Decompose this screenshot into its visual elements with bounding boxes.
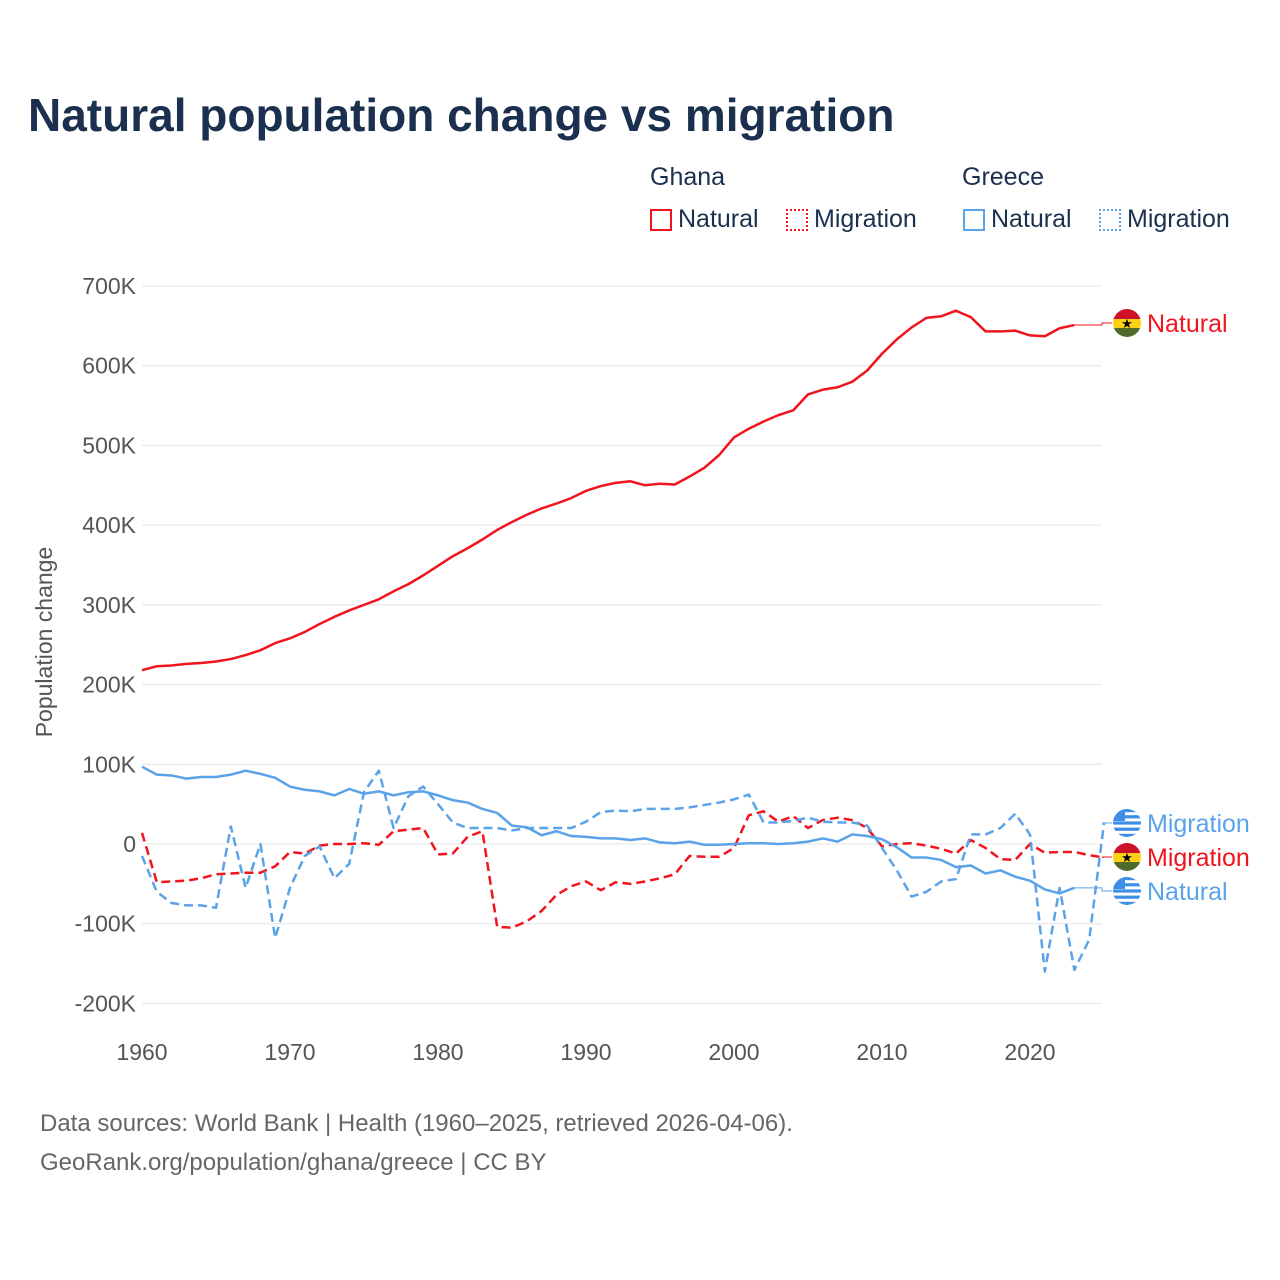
x-tick-label: 1970 — [264, 1039, 315, 1065]
legend-swatch — [963, 208, 985, 231]
series-end-label: Migration — [1147, 810, 1250, 838]
legend-greece-natural[interactable]: Natural — [963, 205, 1072, 234]
x-tick-label: 2020 — [1004, 1039, 1055, 1065]
y-tick-label: 500K — [82, 432, 136, 458]
x-tick-label: 2010 — [856, 1039, 907, 1065]
legend-swatch — [650, 208, 672, 231]
series-greece-migration[interactable] — [140, 769, 1106, 973]
y-tick-label: 200K — [82, 672, 136, 698]
y-tick-label: 0 — [123, 831, 136, 857]
x-tick-label: 1960 — [116, 1039, 167, 1065]
y-tick-label: 300K — [82, 592, 136, 618]
legend-group-ghana: Ghana — [650, 163, 726, 191]
series-end-label: Natural — [1147, 310, 1228, 338]
legend-label: Migration — [1127, 205, 1230, 233]
footer-sources: Data sources: World Bank | Health (1960–… — [40, 1110, 793, 1137]
greece-flag-icon — [1113, 877, 1141, 905]
legend-swatch — [786, 208, 808, 231]
legend-label: Natural — [991, 205, 1072, 233]
series-end-label: Migration — [1147, 844, 1250, 872]
series-ghana-migration[interactable] — [140, 810, 1105, 929]
series-end-label: Natural — [1147, 878, 1228, 906]
series-greece-natural[interactable] — [141, 765, 1075, 895]
label-connector — [1074, 887, 1112, 892]
legend-label: Natural — [678, 205, 759, 233]
x-tick-label: 1990 — [560, 1039, 611, 1065]
y-axis-label: Population change — [31, 547, 57, 738]
series-ghana-natural[interactable] — [141, 309, 1075, 672]
svg-text:★: ★ — [1121, 850, 1133, 865]
legend-ghana-migration[interactable]: Migration — [786, 205, 917, 234]
label-connector — [1101, 856, 1112, 859]
x-tick-label: 2000 — [708, 1039, 759, 1065]
ghana-flag-icon: ★ — [1113, 843, 1141, 871]
x-tick-label: 1980 — [412, 1039, 463, 1065]
legend-group-greece: Greece — [962, 163, 1044, 191]
y-tick-label: 400K — [82, 512, 136, 538]
svg-text:★: ★ — [1121, 316, 1133, 331]
legend-ghana-natural[interactable]: Natural — [650, 205, 759, 234]
y-tick-label: 600K — [82, 353, 136, 379]
y-tick-label: 100K — [82, 751, 136, 777]
y-tick-label: -100K — [75, 911, 137, 937]
ghana-flag-icon: ★ — [1113, 309, 1141, 337]
legend-label: Migration — [814, 205, 917, 233]
footer-credit: GeoRank.org/population/ghana/greece | CC… — [40, 1149, 547, 1176]
y-tick-label: 700K — [82, 273, 136, 299]
label-connector — [1074, 322, 1112, 326]
y-tick-label: -200K — [75, 990, 137, 1016]
legend-greece-migration[interactable]: Migration — [1099, 205, 1230, 234]
greece-flag-icon — [1113, 809, 1141, 837]
chart-title: Natural population change vs migration — [28, 89, 895, 141]
legend-swatch — [1099, 208, 1121, 231]
